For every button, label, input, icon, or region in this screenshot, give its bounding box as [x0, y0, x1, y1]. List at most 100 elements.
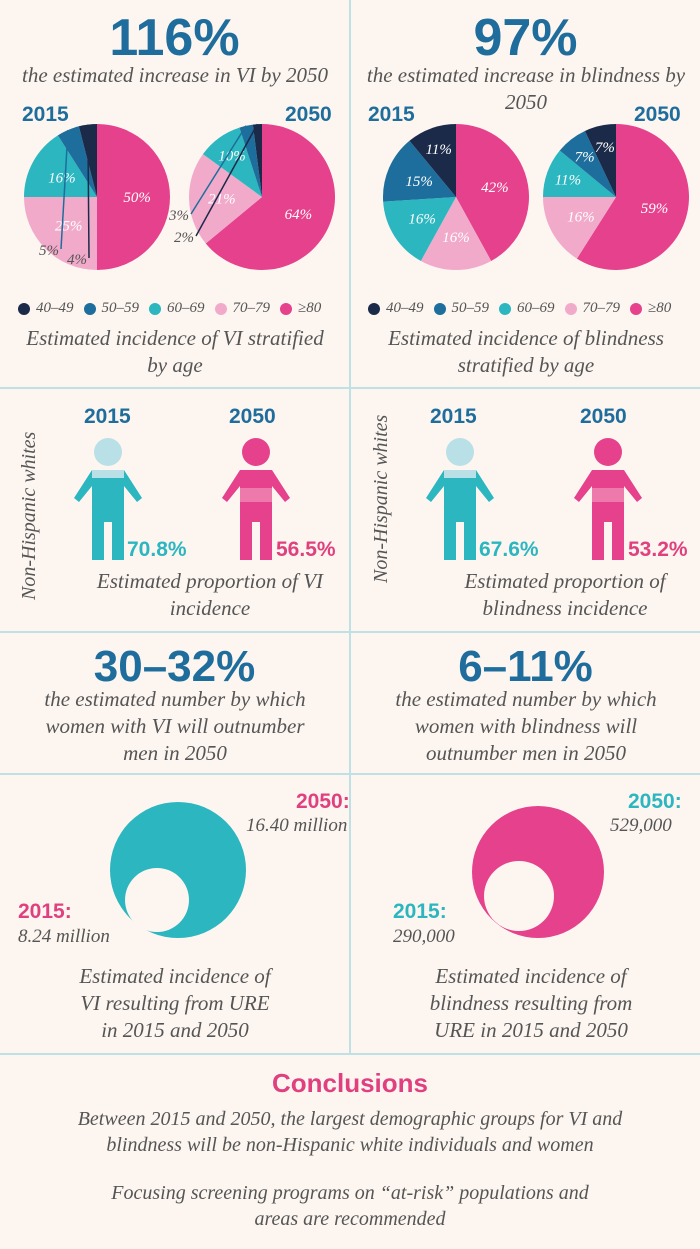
pie-slice — [252, 124, 262, 197]
blind-age-caption: Estimated incidence of blindness stratif… — [388, 326, 664, 377]
legend-item: 70–79 — [564, 300, 620, 317]
pie-slice — [543, 197, 616, 259]
pie-leader-line — [190, 125, 247, 215]
legend-item: 40–49 — [18, 300, 74, 317]
nhw-blind-year-a: 2015 — [430, 405, 477, 428]
pie-slice — [383, 140, 456, 202]
legend-item: 40–49 — [368, 300, 424, 317]
legend-dot-50-59 — [83, 302, 96, 315]
pie-slice-label: 16% — [48, 171, 76, 187]
pie-slice-label: 42% — [481, 180, 509, 196]
pie-slice-label: 7% — [595, 140, 615, 156]
vi-legend: 40–49 50–59 60–69 70–79 ≥80 — [18, 300, 331, 317]
women-blind-headline: 6–11% — [458, 642, 593, 691]
pie-slice — [409, 124, 456, 197]
vi-headline: 116% — [109, 9, 240, 67]
pie-slice — [584, 124, 616, 197]
blind-legend: 40–49 50–59 60–69 70–79 ≥80 — [368, 300, 681, 317]
conclusions-paragraph-2: Focusing screening programs on “at-risk”… — [111, 1182, 589, 1230]
nhw-blind-2050-value: 53.2% — [628, 538, 688, 561]
person-2050-blind-icon — [574, 438, 642, 560]
legend-dot-40-49 — [368, 302, 380, 315]
blind-headline: 97% — [473, 9, 578, 67]
legend-item: 50–59 — [433, 300, 489, 317]
pie-slice — [205, 124, 336, 270]
legend-item: 70–79 — [214, 300, 270, 317]
vi-year-a: 2015 — [22, 103, 69, 126]
pie-leader-line — [60, 129, 69, 250]
legend-dot-60-69 — [149, 302, 161, 315]
conclusions-paragraph-1: Between 2015 and 2050, the largest demog… — [77, 1108, 623, 1156]
vi-age-caption: Estimated incidence of VI stratified by … — [26, 326, 324, 377]
ure-blind-2015-value: 290,000 — [393, 926, 455, 947]
legend-item: 60–69 — [499, 300, 555, 317]
pie-slice — [24, 135, 97, 197]
pie-slice — [543, 150, 616, 197]
ure-blind-caption: Estimated incidence of blindness resulti… — [429, 964, 633, 1042]
women-vi-caption: the estimated number by which women with… — [44, 687, 306, 765]
legend-dot-80 — [280, 302, 292, 315]
women-vi-headline: 30–32% — [93, 642, 256, 691]
pie-slice-label: 10% — [218, 149, 246, 165]
conclusions-title: Conclusions — [271, 1068, 428, 1098]
legend-dot-50-59 — [433, 302, 446, 315]
nhw-vi-year-b: 2050 — [229, 405, 276, 428]
pie-slice-label: 59% — [641, 201, 669, 217]
pie-slice — [202, 127, 262, 197]
nhw-blind-caption: Estimated proportion of blindness incide… — [464, 569, 666, 620]
ure-vi-circles — [110, 802, 246, 938]
pie-slice — [559, 130, 616, 197]
pie-slice-label: 64% — [285, 207, 313, 223]
vertical-divider — [349, 0, 351, 1055]
legend-dot-70-79 — [214, 302, 227, 315]
pie-slice-label: 11% — [425, 142, 451, 158]
ure-blind-circles — [472, 806, 604, 938]
pie-slice-label: 50% — [123, 190, 151, 206]
pie-leader-line — [87, 124, 90, 259]
legend-dot-80 — [630, 302, 642, 315]
pie-slice — [456, 124, 530, 261]
person-2050-vi-icon — [222, 438, 290, 560]
pie-slice-label: 21% — [208, 191, 236, 207]
legend-item: ≥80 — [280, 300, 321, 317]
legend-dot-60-69 — [499, 302, 511, 315]
person-2015-vi-icon — [74, 438, 142, 560]
nhw-vi-2015-value: 70.8% — [127, 538, 187, 561]
ure-vi-2050-value: 16.40 million — [246, 815, 348, 836]
pie-slice-label: 2% — [174, 230, 194, 246]
divider-1 — [0, 387, 700, 389]
ure-blind-2050-label: 2050: — [628, 790, 682, 813]
legend-item: 60–69 — [149, 300, 205, 317]
ure-blind-2050-value: 529,000 — [610, 815, 672, 836]
vi-year-b: 2050 — [285, 103, 332, 126]
pie-slice-label: 16% — [408, 212, 436, 228]
pie-slice — [24, 197, 97, 270]
pie-slice-label: 16% — [567, 209, 595, 225]
pie-slice — [189, 154, 262, 244]
pie-slice-label: 25% — [55, 218, 83, 234]
pie-slice — [383, 197, 456, 261]
nhw-vi-caption: Estimated proportion of VI incidence — [96, 569, 324, 620]
pie-slice-label: 7% — [575, 150, 595, 166]
person-2015-blind-icon — [426, 438, 494, 560]
pie-charts: 50% 25% 16% 5% 4% 64% 21% 10% 3% 2% 42% 16% 16% 15% 11… — [24, 123, 690, 271]
divider-4 — [0, 1053, 700, 1055]
divider-3 — [0, 773, 700, 775]
pie-slice-label: 5% — [39, 243, 59, 259]
pie-slice — [97, 124, 170, 270]
vi-headline-caption: the estimated increase in VI by 2050 — [22, 63, 328, 87]
ure-vi-caption: Estimated incidence of VI resulting from… — [79, 964, 271, 1042]
pie-slice — [576, 124, 690, 270]
pie-slice-label: 15% — [405, 174, 433, 190]
legend-item: ≥80 — [630, 300, 671, 317]
legend-dot-40-49 — [18, 302, 30, 315]
pie-slice-label: 4% — [67, 252, 87, 268]
pie-slice — [239, 124, 262, 197]
legend-dot-70-79 — [564, 302, 577, 315]
nhw-vi-year-a: 2015 — [84, 405, 131, 428]
ure-vi-2015-value: 8.24 million — [18, 926, 110, 947]
ure-vi-2050-label: 2050: — [296, 790, 350, 813]
pie-slice — [420, 197, 492, 271]
ure-blind-2015-label: 2015: — [393, 900, 447, 923]
nhw-blind-year-b: 2050 — [580, 405, 627, 428]
